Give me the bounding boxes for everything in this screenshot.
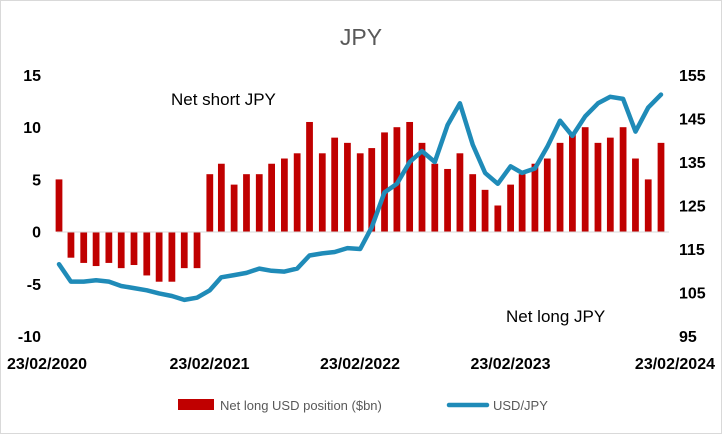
bar	[507, 185, 514, 232]
chart-title: JPY	[340, 24, 382, 50]
bar	[557, 143, 564, 232]
bar	[381, 132, 388, 231]
legend: Net long USD position ($bn) USD/JPY	[178, 398, 548, 413]
right-tick-label: 155	[679, 68, 706, 85]
left-tick-label: 10	[23, 120, 41, 137]
bar	[294, 153, 301, 231]
x-tick-label: 23/02/2024	[635, 356, 715, 373]
bar	[582, 127, 589, 231]
bar	[131, 232, 138, 265]
bar	[319, 153, 326, 231]
left-tick-label: 15	[23, 68, 41, 85]
bar	[457, 153, 464, 231]
right-tick-label: 115	[679, 242, 705, 259]
bar	[595, 143, 602, 232]
left-y-axis: 15 10 5 0 -5 -10	[18, 68, 41, 346]
legend-label-line: USD/JPY	[493, 398, 548, 413]
bar	[243, 174, 250, 231]
bar	[118, 232, 125, 269]
x-axis: 23/02/2020 23/02/2021 23/02/2022 23/02/2023…	[7, 356, 715, 373]
bar	[607, 138, 614, 232]
right-tick-label: 135	[679, 155, 706, 172]
bar	[519, 174, 526, 231]
bar	[331, 138, 338, 232]
bar	[80, 232, 87, 263]
right-tick-label: 145	[679, 112, 706, 129]
bar	[444, 169, 451, 232]
bar	[56, 179, 63, 231]
bar	[469, 174, 476, 231]
bar	[645, 179, 652, 231]
bar	[532, 164, 539, 232]
x-tick-label: 23/02/2022	[320, 356, 400, 373]
bar-series-net-long-usd	[56, 122, 665, 282]
annotation-net-short-jpy: Net short JPY	[171, 90, 276, 109]
annotation-net-long-jpy: Net long JPY	[506, 307, 605, 326]
bar	[306, 122, 313, 232]
left-tick-label: -10	[18, 329, 41, 346]
left-tick-label: 5	[32, 172, 41, 189]
bar	[268, 164, 275, 232]
bar	[494, 206, 501, 232]
bar	[344, 143, 351, 232]
bar	[218, 164, 225, 232]
bar	[156, 232, 163, 282]
bar	[281, 159, 288, 232]
bar	[482, 190, 489, 232]
bar	[431, 164, 438, 232]
right-y-axis: 155 145 135 125 115 105 95	[679, 68, 706, 346]
bar	[181, 232, 188, 269]
right-tick-label: 95	[679, 329, 697, 346]
bar	[169, 232, 176, 282]
x-tick-label: 23/02/2021	[169, 356, 249, 373]
bar	[194, 232, 201, 269]
bar	[544, 159, 551, 232]
bar	[68, 232, 75, 258]
bar	[632, 159, 639, 232]
bar	[569, 132, 576, 231]
x-tick-label: 23/02/2023	[470, 356, 550, 373]
legend-label-bars: Net long USD position ($bn)	[220, 398, 382, 413]
bar	[620, 127, 627, 231]
bar	[93, 232, 100, 266]
left-tick-label: 0	[32, 225, 41, 242]
left-tick-label: -5	[27, 277, 41, 294]
right-tick-label: 125	[679, 199, 706, 216]
right-tick-label: 105	[679, 286, 706, 303]
bar	[406, 122, 413, 232]
bar	[143, 232, 150, 276]
bar	[231, 185, 238, 232]
bar	[105, 232, 112, 263]
bar	[256, 174, 263, 231]
legend-swatch-bars	[178, 399, 214, 410]
bar	[658, 143, 665, 232]
bar	[357, 153, 364, 231]
x-tick-label: 23/02/2020	[7, 356, 87, 373]
bar	[206, 174, 213, 231]
